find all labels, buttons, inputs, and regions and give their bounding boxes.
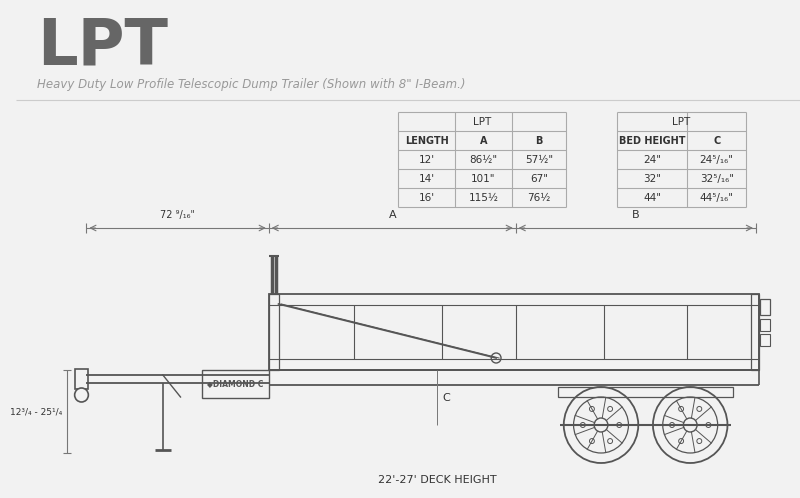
Text: 16': 16' — [418, 193, 434, 203]
Text: A: A — [480, 135, 487, 145]
Text: 44⁵/₁₆": 44⁵/₁₆" — [700, 193, 734, 203]
Circle shape — [697, 439, 702, 444]
Circle shape — [574, 397, 629, 453]
Text: C: C — [713, 135, 720, 145]
Circle shape — [590, 406, 594, 411]
Circle shape — [653, 387, 727, 463]
Text: 32⁵/₁₆": 32⁵/₁₆" — [700, 173, 734, 183]
Text: 67": 67" — [530, 173, 548, 183]
Text: 72 ⁹/₁₆": 72 ⁹/₁₆" — [160, 210, 195, 220]
Text: 86½": 86½" — [470, 154, 498, 164]
Circle shape — [564, 387, 638, 463]
Text: B: B — [632, 210, 640, 220]
Text: LPT: LPT — [672, 117, 690, 126]
Circle shape — [662, 397, 718, 453]
Bar — [558, 387, 734, 397]
Text: B: B — [535, 135, 542, 145]
Circle shape — [74, 388, 88, 402]
Text: 24⁵/₁₆": 24⁵/₁₆" — [700, 154, 734, 164]
Bar — [760, 299, 770, 315]
Text: 101": 101" — [471, 173, 496, 183]
Circle shape — [706, 422, 711, 427]
Circle shape — [580, 422, 586, 427]
Circle shape — [678, 439, 683, 444]
Circle shape — [678, 406, 683, 411]
Text: BED HEIGHT: BED HEIGHT — [618, 135, 686, 145]
Text: 12³/₄ - 25¹/₄: 12³/₄ - 25¹/₄ — [10, 407, 62, 416]
Bar — [751, 294, 759, 370]
Bar — [760, 334, 770, 346]
Circle shape — [590, 439, 594, 444]
Circle shape — [491, 353, 501, 363]
Circle shape — [697, 406, 702, 411]
Text: 22'-27' DECK HEIGHT: 22'-27' DECK HEIGHT — [378, 475, 497, 485]
Text: LPT: LPT — [473, 117, 491, 126]
Text: LPT: LPT — [38, 15, 168, 77]
Text: 12': 12' — [418, 154, 434, 164]
Text: 57½": 57½" — [525, 154, 553, 164]
Text: LENGTH: LENGTH — [405, 135, 449, 145]
Circle shape — [608, 406, 613, 411]
Text: ◆DIAMOND C: ◆DIAMOND C — [207, 379, 263, 388]
Circle shape — [683, 418, 697, 432]
Circle shape — [594, 418, 608, 432]
Bar — [74, 369, 88, 389]
Text: 14': 14' — [418, 173, 434, 183]
Bar — [269, 294, 278, 370]
Bar — [202, 370, 269, 398]
Text: A: A — [389, 210, 396, 220]
Text: 76½: 76½ — [527, 193, 550, 203]
Text: 44": 44" — [643, 193, 661, 203]
Text: 24": 24" — [643, 154, 661, 164]
Circle shape — [670, 422, 674, 427]
Circle shape — [617, 422, 622, 427]
Circle shape — [608, 439, 613, 444]
Bar — [760, 319, 770, 331]
Text: Heavy Duty Low Profile Telescopic Dump Trailer (Shown with 8" I-Beam.): Heavy Duty Low Profile Telescopic Dump T… — [38, 78, 466, 91]
Text: C: C — [442, 392, 450, 402]
Text: 115½: 115½ — [468, 193, 498, 203]
Bar — [269, 294, 759, 370]
Text: 32": 32" — [643, 173, 661, 183]
